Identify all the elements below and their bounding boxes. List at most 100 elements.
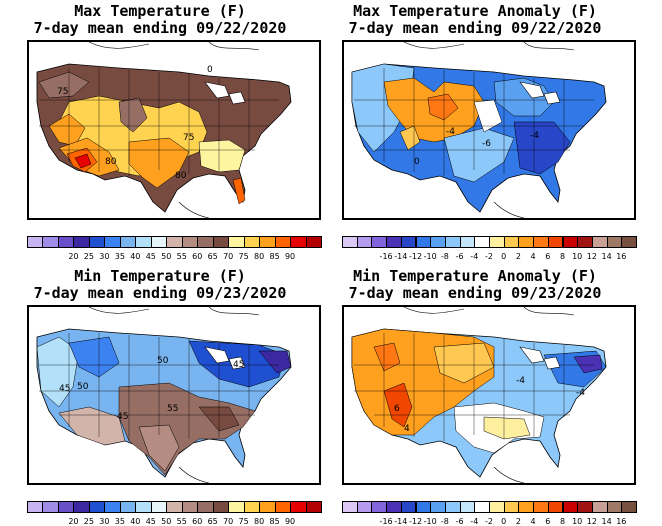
colorbar-swatch	[503, 501, 520, 513]
colorbar-tick-label: 6	[545, 517, 551, 526]
panel-title-line2: 7-day mean ending 09/22/2020	[33, 19, 287, 37]
colorbar-tick-label: -10	[423, 252, 437, 261]
colorbar-swatch	[27, 501, 44, 513]
panel-title-line2: 7-day mean ending 09/23/2020	[33, 284, 287, 302]
colorbar-swatch	[606, 236, 623, 248]
colorbar-swatch	[243, 236, 261, 248]
colorbar-swatch	[42, 236, 59, 248]
colorbar-tick-label: 65	[207, 252, 218, 261]
panel-min-temperature-anomaly: Min Temperature Anomaly (F) 7-day mean e…	[315, 265, 637, 526]
colorbar-min-temperature	[27, 501, 322, 513]
colorbar-tick-label: 8	[559, 517, 566, 526]
contour-label: -6	[482, 139, 491, 149]
colorbar-swatch	[290, 501, 307, 513]
colorbar-swatch	[212, 501, 230, 513]
colorbar-swatch	[342, 236, 358, 248]
colorbar-tick-label: 60	[192, 517, 203, 526]
colorbar-swatch	[415, 501, 432, 513]
colorbar-tick-label: 45	[145, 252, 156, 261]
map-svg: 6 4 -4 -4	[344, 307, 634, 483]
colorbar-tick-label: 45	[145, 517, 156, 526]
colorbar-swatch	[166, 236, 183, 248]
colorbar-tick-label: 20	[68, 517, 79, 526]
colorbar-swatch	[400, 501, 417, 513]
map-svg: 75 75 80 80 0	[29, 42, 319, 218]
colorbar-tick-label: 25	[83, 517, 94, 526]
colorbar-tick-label: -2	[485, 517, 493, 526]
colorbar-swatch	[547, 501, 564, 513]
colorbar-swatch	[228, 236, 245, 248]
contour-label: 6	[394, 404, 400, 414]
colorbar-tick-label: -14	[394, 517, 408, 526]
colorbar-tick-label: 12	[586, 252, 597, 261]
contour-label: -4	[576, 388, 585, 398]
contour-label: 75	[57, 87, 68, 97]
map-svg: 50 45 45 50 45 55	[29, 307, 319, 483]
colorbar-swatch	[386, 501, 402, 513]
colorbar-swatch	[621, 501, 637, 513]
panel-title-line2: 7-day mean ending 09/23/2020	[348, 284, 602, 302]
colorbar-tick-label: -4	[470, 517, 479, 526]
colorbar-swatch	[459, 236, 476, 248]
colorbar-swatch	[305, 501, 322, 513]
panel-title-line1: Max Temperature Anomaly (F)	[353, 2, 597, 20]
colorbar-tick-label: -12	[408, 517, 423, 526]
colorbar-tick-label: 4	[530, 252, 536, 261]
colorbar-swatch	[562, 501, 579, 513]
colorbar-tick-label: 80	[254, 517, 265, 526]
colorbar-tick-label: 85	[269, 517, 280, 526]
colorbar-swatch	[400, 236, 417, 248]
colorbar-swatch	[104, 501, 121, 513]
colorbar-tick-label: 16	[616, 252, 627, 261]
colorbar-tick-label: 16	[616, 517, 627, 526]
colorbar-tick-label: 55	[176, 252, 187, 261]
colorbar-swatch	[371, 501, 388, 513]
colorbar-swatch	[371, 236, 388, 248]
panel-title-line1: Min Temperature Anomaly (F)	[353, 267, 597, 285]
colorbar-tick-label: 35	[114, 517, 125, 526]
colorbar-tick-label: 90	[284, 517, 296, 526]
colorbar-swatch	[591, 236, 608, 248]
colorbar-tick-label: 6	[545, 252, 551, 261]
colorbar-swatch	[135, 236, 152, 248]
colorbar-swatch	[518, 501, 535, 513]
contour-label: -4	[516, 376, 525, 386]
colorbar-tick-label: -2	[485, 252, 493, 261]
colorbar-tick-label: -16	[379, 252, 393, 261]
colorbar-swatch	[533, 236, 549, 248]
colorbar-swatch	[356, 236, 373, 248]
colorbar-tick-label: 85	[269, 252, 280, 261]
colorbar-swatch	[73, 236, 90, 248]
colorbar-swatch	[104, 236, 121, 248]
colorbar-tick-label: 50	[161, 252, 172, 261]
colorbar-swatch	[474, 236, 490, 248]
colorbar-tick-label: -4	[470, 252, 479, 261]
colorbar-swatch	[57, 236, 75, 248]
colorbar-swatch	[577, 501, 593, 513]
colorbar-swatch	[197, 236, 214, 248]
contour-label: -4	[446, 127, 455, 137]
colorbar-swatch	[150, 236, 168, 248]
colorbar-tick-label: 10	[572, 517, 583, 526]
contour-label: 55	[167, 404, 178, 414]
contour-label: 0	[207, 65, 213, 75]
colorbar-tick-label: -14	[394, 252, 408, 261]
colorbar-swatch	[621, 236, 637, 248]
colorbar-swatch	[243, 501, 261, 513]
colorbar-tick-label: 70	[223, 252, 234, 261]
colorbar-swatch	[489, 501, 505, 513]
colorbar-swatch	[42, 501, 59, 513]
colorbar-tick-label: 14	[601, 252, 612, 261]
map-min-temperature: 50 45 45 50 45 55	[27, 305, 321, 485]
contour-label: 4	[404, 424, 410, 434]
contour-label: 75	[183, 133, 194, 143]
colorbar-swatch	[444, 236, 461, 248]
colorbar-swatch	[459, 501, 476, 513]
colorbar-swatch	[305, 236, 322, 248]
colorbar-tick-label: 10	[572, 252, 583, 261]
colorbar-swatch	[181, 501, 199, 513]
colorbar-swatch	[274, 236, 292, 248]
contour-label: 45	[233, 360, 244, 370]
colorbar-swatch	[73, 501, 90, 513]
panel-title-line1: Max Temperature (F)	[74, 2, 246, 20]
